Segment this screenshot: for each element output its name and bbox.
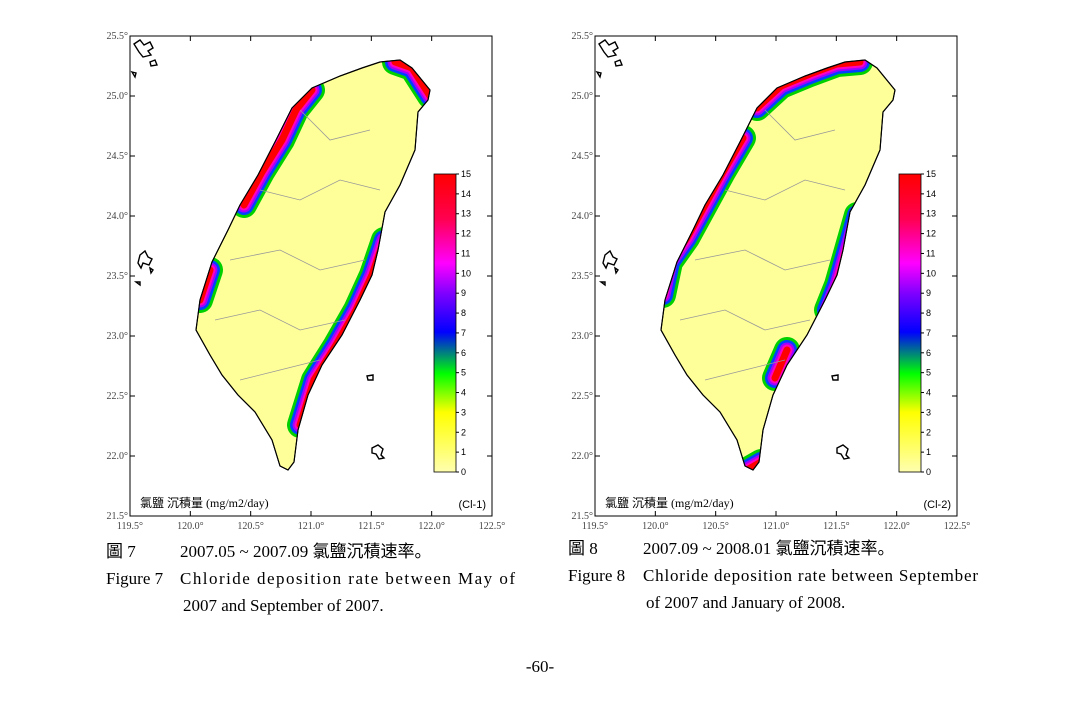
y-tick-label: 23.0° [572,331,594,342]
colorbar-label: 3 [461,407,466,417]
y-tick-label: 21.5° [107,511,129,522]
map-land [195,59,431,471]
x-tick-label: 120.5° [237,521,264,532]
band [240,86,316,209]
y-tick-label: 22.5° [572,391,594,402]
colorbar-label: 6 [926,348,931,358]
caption-en-label: Figure 7 [106,569,164,588]
colorbar-label: 10 [461,268,471,278]
y-tick-label: 25.0° [572,91,594,102]
colorbar-label: 15 [461,169,471,179]
colorbar-label: 4 [926,388,931,398]
colorbar-label: 8 [926,308,931,318]
colorbar-label: 1 [461,447,466,457]
x-tick-label: 121.5° [358,521,385,532]
colorbar-label: 1 [926,447,931,457]
colorbar-label: 13 [926,209,936,219]
caption-en-label: Figure 8 [568,566,625,585]
caption-en-line: 2007 and September of 2007. [183,596,384,615]
colorbar-label: 14 [926,189,936,199]
y-tick-label: 24.0° [107,211,129,222]
county-lines [679,109,846,381]
colorbar-label: 9 [926,288,931,298]
colorbar-label: 12 [461,229,471,239]
colorbar-label: 0 [461,467,466,477]
x-tick-label: 122.5° [479,521,506,532]
x-tick-label: 121.0° [298,521,325,532]
x-tick-label: 121.0° [763,521,790,532]
caption-en-line: of 2007 and January of 2008. [646,593,845,612]
colorbar-label: 7 [461,328,466,338]
x-tick-label: 122.5° [944,521,971,532]
caption-zh-label: 圖 7 [106,542,136,561]
x-tick-label: 121.5° [823,521,850,532]
unit-label: 氯鹽 沉積量 (mg/m2/day) [605,495,734,510]
y-tick-label: 22.0° [572,451,594,462]
y-tick-label: 22.5° [107,391,129,402]
y-tick-label: 25.5° [572,31,594,42]
caption-zh-label: 圖 8 [568,539,598,558]
colorbar [898,173,922,473]
caption-en-line: Chloride deposition rate between Septemb… [643,566,978,585]
colorbar-label: 4 [461,388,466,398]
x-tick-label: 120.5° [702,521,729,532]
colorbar-label: 5 [461,368,466,378]
y-tick-label: 25.0° [107,91,129,102]
y-tick-label: 24.5° [572,151,594,162]
colorbar-label: 7 [926,328,931,338]
y-tick-label: 23.5° [107,271,129,282]
caption-zh-text: 2007.09 ~ 2008.01 氯鹽沉積速率。 [643,539,894,558]
x-tick-label: 122.0° [883,521,910,532]
colorbar-label: 3 [926,407,931,417]
panel-code: (Cl-2) [924,499,952,511]
colorbar-label: 10 [926,268,936,278]
county-lines [214,109,381,381]
colorbar-label: 9 [461,288,466,298]
colorbar-label: 8 [461,308,466,318]
map-land [660,59,896,471]
colorbar-label: 6 [461,348,466,358]
colorbar-label: 0 [926,467,931,477]
panel-code: (Cl-1) [459,499,487,511]
x-tick-label: 122.0° [418,521,445,532]
figure: 25.5° 25.0° 24.5° 24.0° 23.5° 23.0° 22.5° 22.0°… [106,31,515,615]
y-tick-label: 22.0° [107,451,129,462]
y-tick-label: 25.5° [107,31,129,42]
x-tick-label: 120.0° [642,521,669,532]
colorbar-label: 14 [461,189,471,199]
x-tick-label: 119.5° [582,521,608,532]
x-tick-label: 120.0° [177,521,204,532]
colorbar-label: 12 [926,229,936,239]
colorbar-label: 2 [926,427,931,437]
figure: 25.5° 25.0° 24.5° 24.0° 23.5° 23.0° 22.5° 22.0°… [568,31,978,612]
page-number: -60- [526,657,555,676]
colorbar-label: 2 [461,427,466,437]
colorbar-label: 15 [926,169,936,179]
y-tick-label: 24.0° [572,211,594,222]
x-tick-label: 119.5° [117,521,143,532]
band [771,346,791,382]
y-tick-label: 24.5° [107,151,129,162]
caption-en-line: Chloride deposition rate between May of [180,569,515,588]
colorbar-label: 5 [926,368,931,378]
colorbar-label: 13 [461,209,471,219]
colorbar-label: 11 [926,248,935,258]
caption-zh-text: 2007.05 ~ 2007.09 氯鹽沉積速率。 [180,542,431,561]
y-tick-label: 21.5° [572,511,594,522]
y-tick-label: 23.0° [107,331,129,342]
colorbar-label: 11 [461,248,470,258]
y-tick-label: 23.5° [572,271,594,282]
unit-label: 氯鹽 沉積量 (mg/m2/day) [140,495,269,510]
colorbar [433,173,457,473]
